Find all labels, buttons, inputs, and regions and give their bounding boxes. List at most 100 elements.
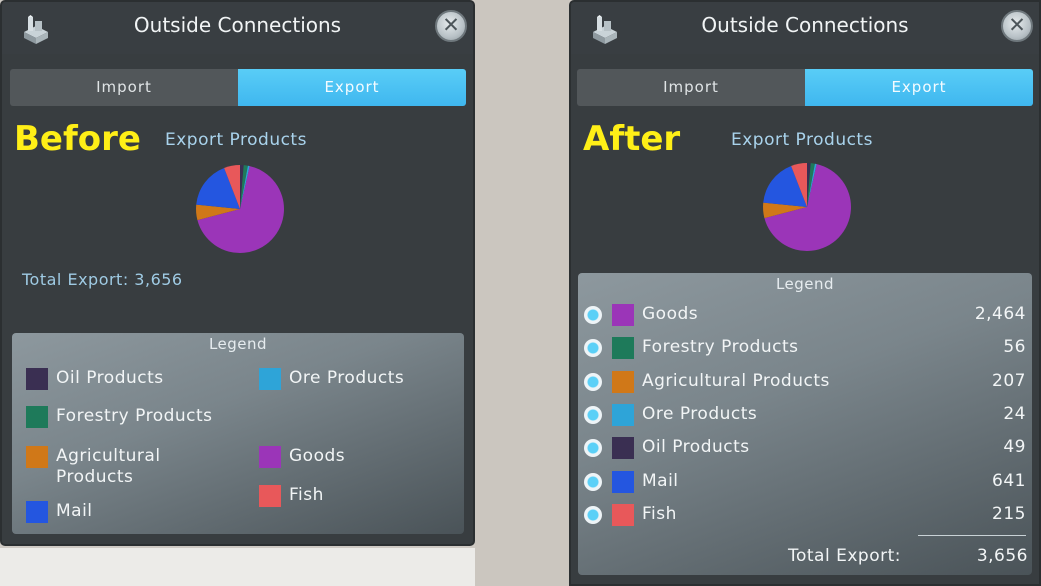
tab-bar: Import Export <box>10 69 466 106</box>
oil-swatch <box>26 368 48 390</box>
legend-row-name: Mail <box>642 470 679 491</box>
pie-slice-ore <box>807 163 817 207</box>
forestry-swatch <box>612 337 634 360</box>
ore-swatch <box>612 403 634 426</box>
legend-item-goods: Goods <box>259 446 345 468</box>
legend-label: Ore Products <box>289 368 405 388</box>
ore-swatch <box>259 368 281 390</box>
legend-row-value: 207 <box>992 370 1026 391</box>
legend-label: Mail <box>56 501 93 521</box>
toggle-radio[interactable] <box>584 339 602 358</box>
before-label: Before <box>14 119 141 159</box>
toggle-radio[interactable] <box>584 372 602 391</box>
toggle-radio[interactable] <box>584 505 602 524</box>
legend-label: Goods <box>289 446 346 466</box>
legend-row-goods: Goods 2,464 <box>584 302 1026 328</box>
titlebar: Outside Connections ✕ <box>571 2 1039 54</box>
legend-row-value: 2,464 <box>974 304 1026 324</box>
legend-row-value: 641 <box>992 470 1026 491</box>
goods-swatch <box>259 446 281 468</box>
pie-slice-goods <box>764 164 851 252</box>
pie-slice-oil <box>240 165 244 209</box>
building-icon <box>24 15 48 44</box>
fish-swatch <box>259 485 281 507</box>
tab-export[interactable]: Export <box>238 69 466 106</box>
legend-label: Forestry Products <box>56 406 213 426</box>
legend-row-value: 24 <box>1003 403 1026 424</box>
legend-title: Legend <box>208 335 268 353</box>
pie-slice-oil <box>807 163 811 207</box>
close-icon: ✕ <box>442 13 460 37</box>
legend-row-fish: Fish 215 <box>584 502 1026 528</box>
total-divider <box>918 535 1026 536</box>
chart-title: Export Products <box>165 130 307 150</box>
mail-swatch <box>26 501 48 523</box>
legend-label: Agricultural Products <box>56 446 161 487</box>
window-title: Outside Connections <box>133 13 342 37</box>
tab-import[interactable]: Import <box>577 69 805 106</box>
pie-slice-ore <box>240 165 250 209</box>
toggle-radio[interactable] <box>584 306 602 324</box>
legend-row-value: 215 <box>992 503 1026 524</box>
pie-slice-fish <box>224 165 240 209</box>
pie-slice-goods <box>197 166 284 254</box>
legend-item-agricultural: Agricultural Products <box>26 446 186 488</box>
pie-slice-mail <box>196 167 240 209</box>
export-pie-chart <box>763 163 851 252</box>
pie-slice-fish <box>791 163 807 207</box>
toggle-radio[interactable] <box>584 439 602 458</box>
legend-item-forestry: Forestry Products <box>26 406 213 428</box>
legend-item-oil: Oil Products <box>26 368 164 390</box>
goods-swatch <box>612 304 634 326</box>
legend-row-name: Goods <box>642 304 699 324</box>
close-icon: ✕ <box>1008 13 1026 37</box>
window-title: Outside Connections <box>701 13 909 37</box>
legend-title: Legend <box>775 275 835 293</box>
panel-after: Outside Connections ✕ Import Export Afte… <box>569 0 1041 586</box>
legend-row-ore: Ore Products 24 <box>584 402 1026 428</box>
pie-slice-forestry <box>240 165 248 209</box>
chart-title: Export Products <box>731 130 873 150</box>
total-export-label: Total Export: <box>788 546 901 566</box>
legend-row-forestry: Forestry Products 56 <box>584 335 1026 361</box>
tab-import[interactable]: Import <box>10 69 238 106</box>
fish-swatch <box>612 503 634 526</box>
pie-slice-forestry <box>807 163 815 207</box>
legend-box: Legend Oil Products Ore Products Forestr… <box>12 333 464 534</box>
legend-row-name: Forestry Products <box>642 337 799 358</box>
legend-table: Legend Goods 2,464 Forestry Products 56 Agri… <box>578 273 1032 575</box>
tab-bar: Import Export <box>577 69 1033 106</box>
pie-slice-agricultural <box>763 202 807 219</box>
legend-row-oil: Oil Products 49 <box>584 435 1026 461</box>
tab-export[interactable]: Export <box>805 69 1033 106</box>
legend-row-value: 49 <box>1003 437 1026 458</box>
agricultural-swatch <box>612 370 634 393</box>
legend-row-mail: Mail 641 <box>584 469 1026 495</box>
legend-label: Oil Products <box>56 368 164 388</box>
background-strip <box>0 548 475 586</box>
legend-row-value: 56 <box>1003 337 1026 358</box>
forestry-swatch <box>26 406 48 428</box>
pie-slice-mail <box>763 165 807 207</box>
legend-row-name: Fish <box>642 503 677 524</box>
legend-item-ore: Ore Products <box>259 368 404 390</box>
after-label: After <box>583 119 681 159</box>
legend-item-mail: Mail <box>26 501 93 523</box>
legend-row-name: Oil Products <box>642 437 750 458</box>
legend-row-name: Agricultural Products <box>642 370 830 391</box>
total-export-text: Total Export: 3,656 <box>22 270 183 289</box>
legend-label: Fish <box>289 485 324 505</box>
toggle-radio[interactable] <box>584 472 602 491</box>
toggle-radio[interactable] <box>584 405 602 424</box>
legend-row-agricultural: Agricultural Products 207 <box>584 369 1026 395</box>
close-button[interactable]: ✕ <box>435 10 467 42</box>
legend-item-fish: Fish <box>259 485 324 507</box>
background-divider <box>475 0 569 586</box>
legend-row-name: Ore Products <box>642 403 758 424</box>
pie-slice-agricultural <box>196 204 240 221</box>
oil-swatch <box>612 437 634 460</box>
agricultural-swatch <box>26 446 48 468</box>
export-pie-chart <box>196 165 284 254</box>
panel-before: Outside Connections ✕ Import Export Befo… <box>0 0 475 546</box>
close-button[interactable]: ✕ <box>1001 10 1033 42</box>
